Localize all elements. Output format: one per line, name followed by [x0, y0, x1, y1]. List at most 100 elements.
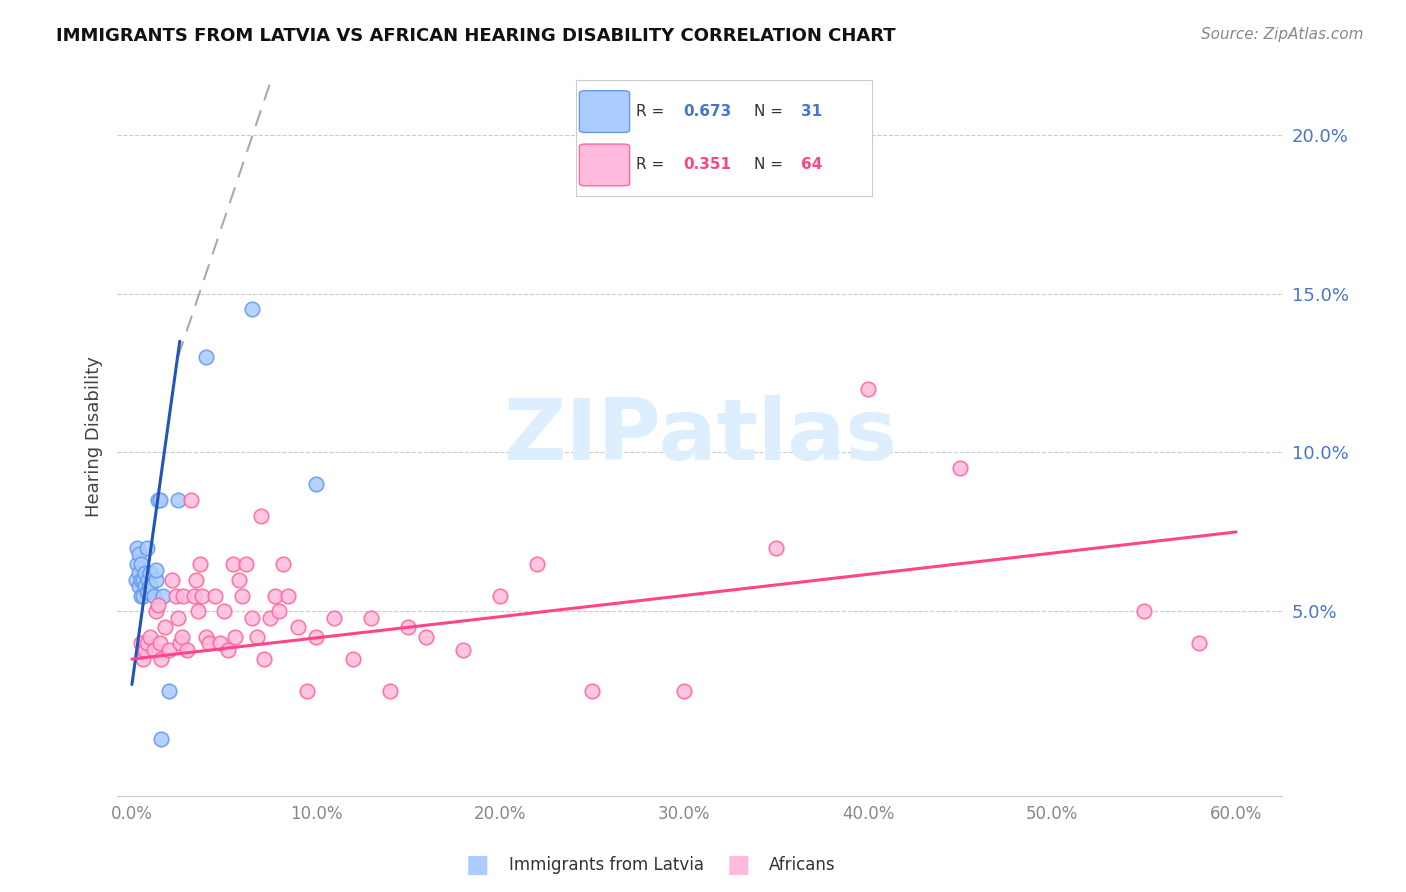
- Point: [139, 566, 162, 581]
- Point: [342, 652, 364, 666]
- Point: [1133, 604, 1156, 618]
- Text: ■: ■: [727, 854, 749, 877]
- Point: [277, 589, 299, 603]
- Point: [150, 731, 173, 746]
- Point: [134, 579, 156, 593]
- Text: Source: ZipAtlas.com: Source: ZipAtlas.com: [1201, 27, 1364, 42]
- Point: [360, 611, 382, 625]
- Point: [212, 604, 235, 618]
- Point: [138, 585, 160, 599]
- Point: [146, 493, 169, 508]
- Point: [295, 684, 318, 698]
- Point: [581, 684, 603, 698]
- Point: [143, 589, 166, 603]
- Point: [246, 630, 269, 644]
- Point: [183, 589, 205, 603]
- Point: [187, 604, 209, 618]
- Point: [176, 642, 198, 657]
- Text: IMMIGRANTS FROM LATVIA VS AFRICAN HEARING DISABILITY CORRELATION CHART: IMMIGRANTS FROM LATVIA VS AFRICAN HEARIN…: [56, 27, 896, 45]
- Point: [415, 630, 437, 644]
- Point: [128, 547, 150, 561]
- Point: [148, 636, 170, 650]
- Point: [253, 652, 276, 666]
- Text: R =: R =: [636, 157, 669, 172]
- Text: ■: ■: [467, 854, 489, 877]
- Point: [235, 557, 257, 571]
- Point: [129, 573, 152, 587]
- Point: [150, 652, 173, 666]
- Point: [396, 620, 419, 634]
- Point: [167, 493, 190, 508]
- Point: [139, 630, 162, 644]
- Point: [269, 604, 291, 618]
- Point: [194, 350, 217, 364]
- Point: [145, 604, 167, 618]
- Point: [146, 598, 169, 612]
- Point: [188, 557, 211, 571]
- Point: [222, 557, 245, 571]
- Text: Immigrants from Latvia: Immigrants from Latvia: [509, 856, 704, 874]
- Point: [323, 611, 346, 625]
- Point: [128, 579, 150, 593]
- Text: N =: N =: [754, 157, 787, 172]
- Point: [198, 636, 221, 650]
- Point: [132, 573, 155, 587]
- Point: [129, 589, 152, 603]
- FancyBboxPatch shape: [579, 91, 630, 132]
- Point: [145, 573, 167, 587]
- Point: [132, 589, 155, 603]
- Text: 64: 64: [801, 157, 823, 172]
- Point: [186, 573, 208, 587]
- Point: [378, 684, 401, 698]
- Point: [249, 509, 271, 524]
- Point: [209, 636, 232, 650]
- Point: [143, 642, 166, 657]
- Point: [167, 611, 190, 625]
- Point: [165, 589, 187, 603]
- Point: [264, 589, 287, 603]
- Point: [224, 630, 246, 644]
- Text: 0.673: 0.673: [683, 104, 731, 120]
- Point: [240, 611, 263, 625]
- Point: [139, 579, 162, 593]
- Point: [180, 493, 202, 508]
- FancyBboxPatch shape: [579, 144, 630, 186]
- Point: [170, 630, 193, 644]
- Point: [240, 302, 263, 317]
- Point: [672, 684, 695, 698]
- Point: [153, 620, 176, 634]
- Text: R =: R =: [636, 104, 669, 120]
- Point: [124, 573, 146, 587]
- Point: [157, 684, 180, 698]
- Point: [287, 620, 309, 634]
- Point: [172, 589, 194, 603]
- Point: [138, 573, 160, 587]
- Text: ZIPatlas: ZIPatlas: [503, 395, 897, 478]
- Point: [765, 541, 787, 555]
- Point: [129, 557, 152, 571]
- Text: Africans: Africans: [769, 856, 835, 874]
- Point: [134, 642, 156, 657]
- Point: [127, 541, 149, 555]
- Point: [157, 642, 180, 657]
- Point: [856, 382, 879, 396]
- Point: [162, 573, 184, 587]
- Point: [194, 630, 217, 644]
- Point: [135, 541, 157, 555]
- Point: [217, 642, 239, 657]
- Point: [132, 652, 155, 666]
- Point: [134, 566, 156, 581]
- Point: [526, 557, 548, 571]
- Point: [191, 589, 214, 603]
- Point: [204, 589, 226, 603]
- Text: N =: N =: [754, 104, 787, 120]
- Text: 0.351: 0.351: [683, 157, 731, 172]
- Text: 31: 31: [801, 104, 823, 120]
- Point: [128, 566, 150, 581]
- Point: [271, 557, 294, 571]
- Point: [148, 493, 170, 508]
- Point: [228, 573, 250, 587]
- Y-axis label: Hearing Disability: Hearing Disability: [86, 356, 103, 517]
- Point: [127, 557, 149, 571]
- Point: [259, 611, 281, 625]
